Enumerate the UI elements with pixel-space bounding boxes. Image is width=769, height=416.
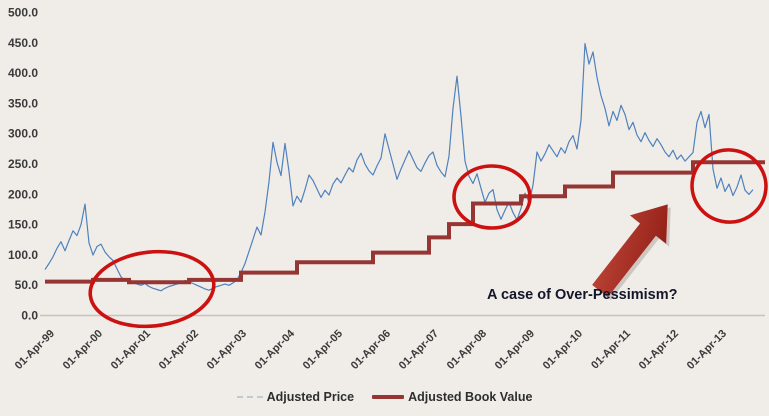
highlight-ellipse-annotation (88, 249, 216, 329)
highlight-ellipse-annotation (690, 148, 768, 224)
x-axis-tick-label: 01-Apr-09 (493, 328, 537, 372)
y-axis-tick-label: 150.0 (8, 218, 38, 232)
y-axis-tick-label: 100.0 (8, 248, 38, 262)
adjusted-book-value-step-line (45, 160, 765, 285)
x-axis-tick-label: 01-Apr-10 (541, 328, 585, 372)
over-pessimism-caption: A case of Over-Pessimism? (487, 287, 678, 303)
x-axis-tick-label: 01-Apr-99 (13, 328, 57, 372)
y-axis-tick-label: 50.0 (15, 278, 39, 292)
over-pessimism-arrow-annotation (592, 204, 668, 298)
x-axis-tick-label: 01-Apr-11 (589, 328, 633, 372)
x-axis-tick-label: 01-Apr-00 (61, 328, 105, 372)
y-axis-tick-label: 250.0 (8, 157, 38, 171)
y-axis-tick-label: 500.0 (8, 6, 38, 20)
legend-item-adjusted-price: Adjusted Price (236, 390, 355, 404)
adjusted-book-value-line-sample-icon (372, 395, 405, 399)
x-axis-tick-label: 01-Apr-07 (397, 328, 441, 372)
x-axis-tick-label: 01-Apr-06 (349, 328, 393, 372)
adjusted-price-series-line (44, 42, 754, 292)
highlight-ellipse-annotation (452, 164, 532, 230)
x-axis-tick-label: 01-Apr-08 (445, 328, 489, 372)
x-axis-tick-label: 01-Apr-04 (253, 327, 298, 372)
x-axis-tick-label: 01-Apr-01 (109, 328, 153, 372)
legend-item-adjusted-book-value: Adjusted Book Value (372, 390, 532, 404)
x-axis-tick-label: 01-Apr-03 (205, 328, 249, 372)
x-axis-tick-label: 01-Apr-02 (157, 328, 201, 372)
chart-legend: Adjusted Price Adjusted Book Value (0, 388, 769, 406)
y-axis-tick-label: 350.0 (8, 96, 38, 110)
y-axis-tick-label: 400.0 (8, 66, 38, 80)
adjusted-price-line-sample-icon (236, 396, 263, 398)
x-axis-tick-label: 01-Apr-12 (637, 328, 681, 372)
y-axis-tick-label: 450.0 (8, 36, 38, 50)
legend-label-adjusted-price: Adjusted Price (266, 390, 355, 404)
x-axis-tick-label: 01-Apr-13 (685, 328, 729, 372)
legend-label-adjusted-book-value: Adjusted Book Value (408, 390, 533, 404)
y-axis-tick-label: 300.0 (8, 127, 38, 141)
x-axis-tick-label: 01-Apr-05 (301, 328, 345, 372)
y-axis-tick-label: 200.0 (8, 187, 38, 201)
y-axis-tick-label: 0.0 (21, 309, 38, 323)
